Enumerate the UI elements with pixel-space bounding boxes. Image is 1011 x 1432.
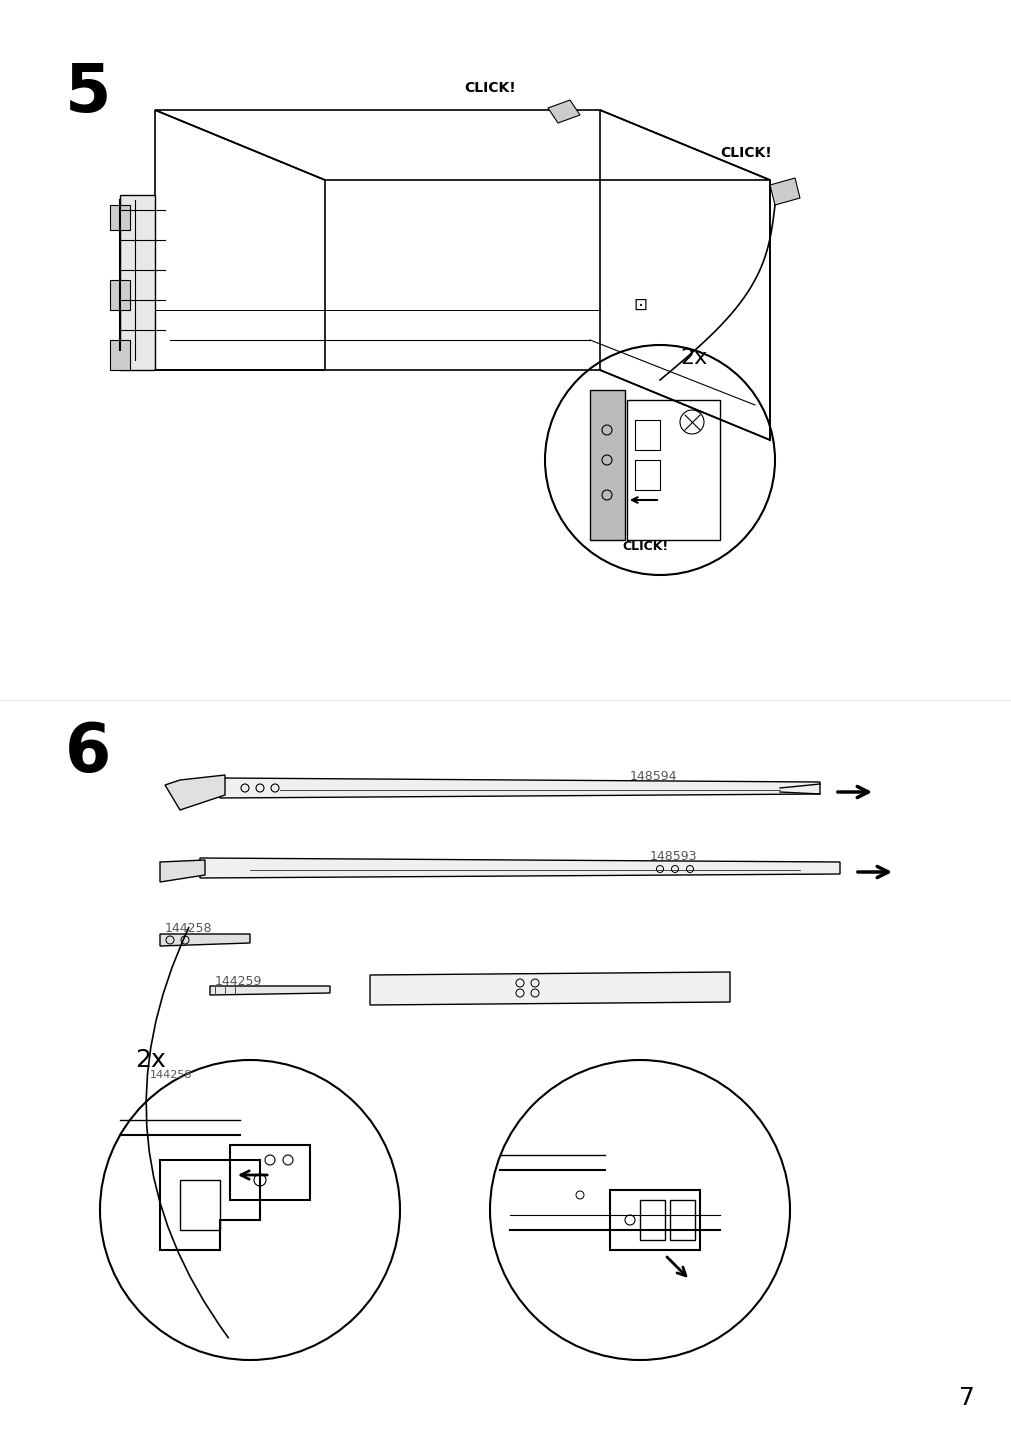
Text: 144258: 144258 [150, 1070, 192, 1080]
Text: 6: 6 [65, 720, 111, 786]
Polygon shape [200, 858, 839, 878]
Text: CLICK!: CLICK! [464, 82, 516, 95]
Polygon shape [769, 178, 800, 205]
Text: CLICK!: CLICK! [622, 540, 667, 553]
Polygon shape [110, 205, 129, 231]
Text: 148594: 148594 [630, 770, 676, 783]
Text: 144258: 144258 [165, 922, 212, 935]
Polygon shape [219, 778, 819, 798]
Polygon shape [548, 100, 579, 123]
Text: 5: 5 [65, 60, 111, 126]
Polygon shape [120, 195, 155, 369]
Text: 2x: 2x [679, 348, 707, 368]
Polygon shape [110, 281, 129, 309]
Text: 7: 7 [958, 1386, 974, 1411]
Polygon shape [165, 775, 224, 811]
Text: 2x: 2x [134, 1048, 166, 1073]
Polygon shape [110, 339, 129, 369]
Polygon shape [160, 861, 205, 882]
Text: 144259: 144259 [214, 975, 262, 988]
Text: CLICK!: CLICK! [719, 146, 771, 160]
Text: 148593: 148593 [649, 851, 697, 863]
Polygon shape [370, 972, 729, 1005]
Polygon shape [160, 934, 250, 947]
Polygon shape [210, 987, 330, 995]
Polygon shape [589, 390, 625, 540]
Text: ⊡: ⊡ [633, 296, 646, 314]
